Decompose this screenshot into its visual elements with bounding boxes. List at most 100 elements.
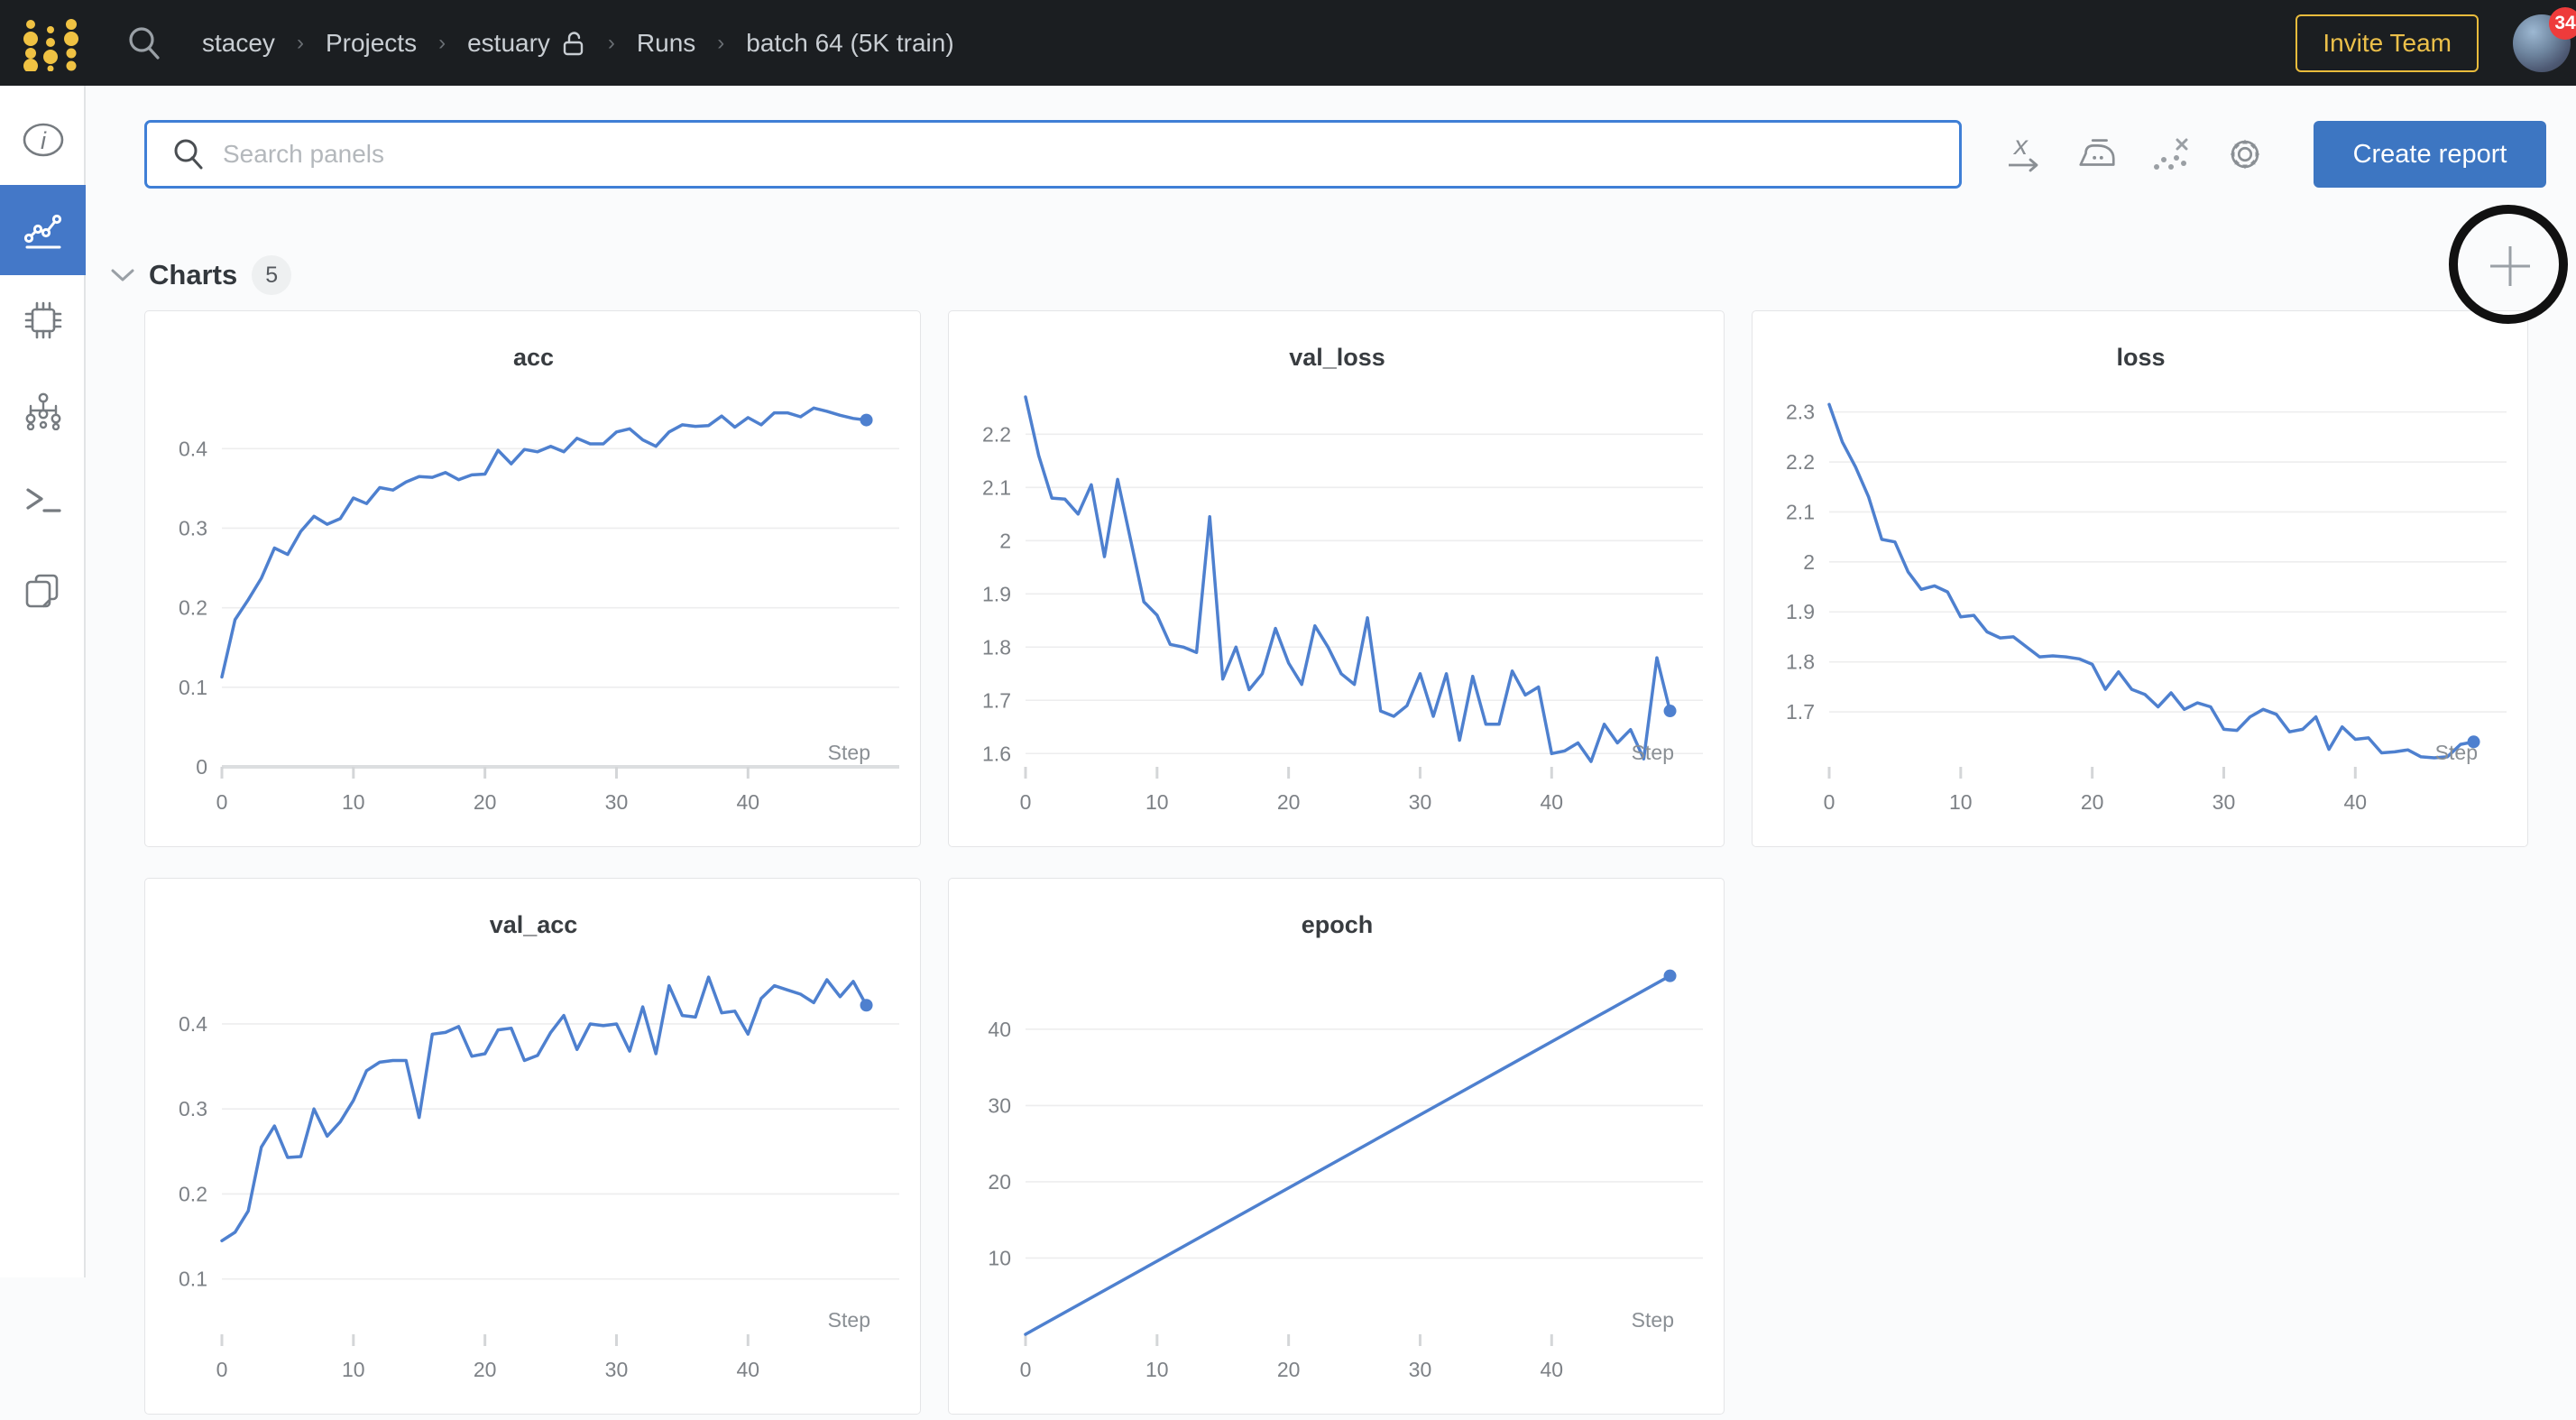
x-tick-label: 20: [474, 790, 497, 814]
y-tick-label: 2.1: [1786, 500, 1815, 523]
y-tick-label: 40: [988, 1018, 1011, 1041]
y-tick-label: 2.2: [982, 422, 1011, 446]
x-tick-label: 10: [1145, 1358, 1169, 1381]
y-tick-label: 0.3: [179, 516, 207, 539]
wandb-logo[interactable]: [20, 15, 83, 71]
x-tick-label: 40: [2344, 790, 2368, 814]
y-tick-label: 2.1: [982, 475, 1011, 499]
y-tick-label: 0.1: [179, 676, 207, 699]
x-axis-icon[interactable]: x: [2001, 133, 2045, 176]
info-icon: i: [22, 122, 65, 158]
y-tick-label: 1.9: [982, 582, 1011, 605]
y-tick-label: 1.7: [1786, 700, 1815, 724]
search-icon: [170, 136, 207, 172]
x-axis-label: Step: [828, 1308, 870, 1332]
main-content: x: [86, 86, 2576, 1277]
breadcrumb-run[interactable]: batch 64 (5K train): [746, 29, 953, 58]
y-tick-label: 30: [988, 1093, 1011, 1117]
x-tick-label: 0: [216, 1358, 228, 1381]
y-tick-label: 2.3: [1786, 401, 1815, 424]
x-tick-label: 30: [605, 790, 629, 814]
unlock-icon: [561, 30, 586, 57]
smoothing-iron-icon[interactable]: [2075, 133, 2119, 176]
charts-section-header: Charts 5: [111, 255, 291, 295]
sidebar-item-logs[interactable]: [0, 456, 86, 546]
y-tick-label: 0: [196, 755, 207, 779]
model-graph-icon: [22, 391, 65, 430]
chart-title: loss: [2116, 344, 2165, 371]
breadcrumb-separator: ›: [717, 31, 724, 56]
breadcrumb-runs[interactable]: Runs: [637, 29, 695, 58]
breadcrumb-entity[interactable]: stacey: [202, 29, 275, 58]
top-nav-bar: stacey › Projects › estuary › Runs › bat…: [0, 0, 2576, 86]
x-tick-label: 40: [1541, 1358, 1564, 1381]
settings-gear-icon[interactable]: [2223, 133, 2267, 176]
chart-title: epoch: [1302, 911, 1374, 938]
sidebar-item-charts[interactable]: [0, 185, 86, 275]
outliers-icon[interactable]: [2149, 133, 2193, 176]
x-tick-label: 40: [1541, 790, 1564, 814]
x-axis-label: Step: [1632, 741, 1674, 764]
x-tick-label: 10: [1949, 790, 1973, 814]
x-tick-label: 20: [474, 1358, 497, 1381]
y-tick-label: 0.1: [179, 1268, 207, 1291]
last-point-dot: [860, 414, 873, 427]
y-tick-label: 2: [1803, 550, 1815, 574]
section-title: Charts: [149, 259, 237, 291]
x-tick-label: 30: [605, 1358, 629, 1381]
notification-badge: 34: [2549, 7, 2576, 40]
chart-title: val_acc: [490, 911, 578, 938]
last-point-dot: [1664, 705, 1677, 717]
breadcrumb: stacey › Projects › estuary › Runs › bat…: [202, 29, 954, 58]
sidebar-item-files[interactable]: [0, 546, 86, 636]
svg-text:x: x: [2012, 133, 2029, 161]
y-tick-label: 1.6: [982, 742, 1011, 765]
y-tick-label: 1.8: [1786, 650, 1815, 674]
x-axis-label: Step: [828, 741, 870, 764]
files-icon: [22, 569, 65, 613]
y-tick-label: 2: [999, 529, 1011, 552]
x-tick-label: 20: [1277, 790, 1301, 814]
chevron-down-icon[interactable]: [111, 268, 134, 282]
y-tick-label: 1.9: [1786, 600, 1815, 623]
x-tick-label: 0: [1824, 790, 1835, 814]
chip-icon: [22, 299, 65, 342]
x-axis-label: Step: [2435, 741, 2478, 764]
search-panels-input[interactable]: [223, 140, 1959, 169]
y-tick-label: 10: [988, 1246, 1011, 1269]
line-chart-icon: [22, 208, 65, 252]
last-point-dot: [1664, 970, 1677, 982]
x-tick-label: 10: [342, 790, 365, 814]
invite-team-button[interactable]: Invite Team: [2295, 14, 2479, 72]
add-panel-button[interactable]: [2467, 223, 2553, 309]
y-tick-label: 0.3: [179, 1097, 207, 1120]
y-tick-label: 1.8: [982, 635, 1011, 659]
panel-count-badge: 5: [252, 255, 291, 295]
y-tick-label: 2.2: [1786, 450, 1815, 474]
y-tick-label: 20: [988, 1170, 1011, 1194]
breadcrumb-separator: ›: [297, 31, 304, 56]
sidebar-item-system[interactable]: [0, 275, 86, 365]
nav-search-icon[interactable]: [124, 23, 164, 63]
sidebar-item-model[interactable]: [0, 365, 86, 456]
last-point-dot: [860, 999, 873, 1011]
breadcrumb-projects[interactable]: Projects: [326, 29, 417, 58]
run-sidebar: i: [0, 86, 86, 1277]
sidebar-item-overview[interactable]: i: [0, 95, 86, 185]
x-tick-label: 20: [2081, 790, 2104, 814]
create-report-button[interactable]: Create report: [2314, 121, 2546, 188]
breadcrumb-separator: ›: [438, 31, 446, 56]
y-tick-label: 0.2: [179, 596, 207, 620]
metric-line: [1829, 404, 2474, 758]
breadcrumb-project[interactable]: estuary: [467, 29, 586, 58]
